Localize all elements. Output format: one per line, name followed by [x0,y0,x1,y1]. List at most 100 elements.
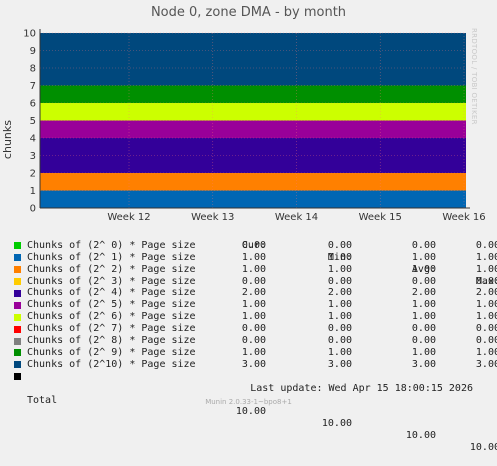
legend-value-avg: 0.00 [411,335,436,347]
legend-swatch [14,266,21,274]
area-band [40,33,466,86]
legend-row: Chunks of (2^ 6) * Page size 1.00 1.00 1.00… [14,311,497,323]
legend-label: Chunks of (2^ 6) * Page size [27,311,196,323]
legend-value-max: 0.00 [475,323,497,335]
y-tick-label: 7 [30,81,36,92]
y-tick-labels: 0 1 2 3 4 5 6 7 8 9 10 [23,29,36,215]
legend-value-min: 1.00 [327,346,352,358]
legend-label-total: Total [27,394,58,406]
y-tick-label: 5 [30,116,36,127]
y-tick-label: 1 [30,186,36,197]
legend-value-max: 0.00 [475,335,497,347]
y-tick-label: 4 [30,134,36,145]
y-tick-label: 9 [30,46,36,57]
area-band [40,173,466,191]
legend-swatch [14,325,21,333]
legend-row-total: Total 10.00 10.00 10.00 10.00 [14,371,497,453]
legend-value-max: 1.00 [475,263,497,275]
legend-row: Chunks of (2^ 7) * Page size 0.00 0.00 0.00… [14,323,497,335]
chart-title: Node 0, zone DMA - by month [150,5,347,20]
legend-value-max: 1.00 [475,311,497,323]
legend-row: Chunks of (2^10) * Page size 3.00 3.00 3.00… [14,358,497,371]
legend-value-min: 0.00 [327,323,352,335]
legend-label: Chunks of (2^ 2) * Page size [27,263,196,275]
legend-row: Chunks of (2^ 3) * Page size 0.00 0.00 0.00… [14,275,497,288]
legend-label: Chunks of (2^ 1) * Page size [27,251,196,263]
y-tick-label: 8 [30,64,36,75]
legend-row: Chunks of (2^ 8) * Page size 0.00 0.00 0.00… [14,335,497,347]
header-cur: Cur: [241,239,266,251]
legend-row: Chunks of (2^ 4) * Page size 2.00 2.00 2.00… [14,287,497,299]
graph-frame: Node 0, zone DMA - by month RRDTOOL / TO… [1,5,497,453]
legend-value-avg: 1.00 [411,311,436,323]
legend-swatch [14,242,21,250]
legend-row: Chunks of (2^ 0) * Page size 0.00 0.00 0.00… [14,239,497,252]
total-cur: 10.00 [235,406,266,418]
legend-value-avg: 0.00 [411,275,436,287]
area-band [40,190,466,208]
legend-value-cur: 0.00 [241,323,266,335]
legend-rows: Chunks of (2^ 0) * Page size 0.00 0.00 0.00… [14,239,497,371]
munin-footer: Munin 2.0.33-1~bpo8+1 [205,398,292,406]
legend-value-avg: 1.00 [411,346,436,358]
total-avg: 10.00 [405,430,436,442]
legend-value-cur: 0.00 [241,239,266,251]
area-band [40,103,466,121]
last-update: Last update: Wed Apr 15 18:00:15 2026 [250,382,473,394]
legend-value-min: 1.00 [327,251,352,263]
rrdtool-credit: RRDTOOL / TOBI OETIKER [470,28,478,125]
legend-value-max: 1.00 [475,346,497,358]
legend-value-avg: 3.00 [411,358,436,370]
legend-value-max: 0.00 [475,239,497,251]
legend-value-cur: 1.00 [241,299,266,311]
legend-value-cur: 2.00 [241,287,266,299]
y-tick-label: 2 [30,169,36,180]
x-tick-labels: Week 12 Week 13 Week 14 Week 15 Week 16 [107,212,485,223]
y-tick-label: 3 [30,151,36,162]
legend-value-avg: 0.00 [411,239,436,251]
total-min: 10.00 [321,418,352,430]
legend-value-cur: 1.00 [241,251,266,263]
axes [39,29,470,209]
legend-row: Chunks of (2^ 1) * Page size 1.00 1.00 1.00… [14,251,497,264]
y-tick-label: 6 [30,99,36,110]
area-bands [40,33,466,208]
legend-label: Chunks of (2^10) * Page size [27,358,196,370]
legend-value-min: 3.00 [327,358,352,370]
legend-swatch [14,349,21,357]
legend-row: Chunks of (2^ 5) * Page size 1.00 1.00 1.00… [14,299,497,311]
legend-value-min: 2.00 [327,287,352,299]
legend-swatch-total [14,373,21,381]
y-tick-label: 0 [30,204,36,215]
area-band [40,120,466,138]
legend-value-cur: 1.00 [241,346,266,358]
legend-value-min: 0.00 [327,335,352,347]
legend-value-cur: 3.00 [241,358,266,370]
x-tick-label: Week 13 [191,212,234,223]
legend-swatch [14,313,21,321]
legend-value-cur: 0.00 [241,335,266,347]
legend-value-min: 1.00 [327,311,352,323]
legend-swatch [14,301,21,309]
x-tick-label: Week 14 [275,212,318,223]
x-tick-label: Week 15 [359,212,402,223]
legend-value-max: 1.00 [475,251,497,263]
legend-row: Chunks of (2^ 9) * Page size 1.00 1.00 1.00… [14,346,497,359]
legend-value-min: 0.00 [327,275,352,287]
legend-label: Chunks of (2^ 0) * Page size [27,239,196,251]
y-tick-label: 10 [23,29,36,40]
legend-label: Chunks of (2^ 8) * Page size [27,335,196,347]
legend-swatch [14,361,21,369]
legend-value-avg: 1.00 [411,299,436,311]
legend-value-max: 3.00 [475,358,497,370]
legend-swatch [14,254,21,262]
legend-value-min: 0.00 [327,239,352,251]
legend-value-avg: 1.00 [411,251,436,263]
legend-value-max: 2.00 [475,287,497,299]
legend-table: Cur: Min: Avg: Max: Chunks of (2^ 0) * P… [14,228,497,453]
legend-value-avg: 0.00 [411,323,436,335]
legend-value-min: 1.00 [327,263,352,275]
header-max: Max: [475,275,497,287]
legend-label: Chunks of (2^ 5) * Page size [27,299,196,311]
